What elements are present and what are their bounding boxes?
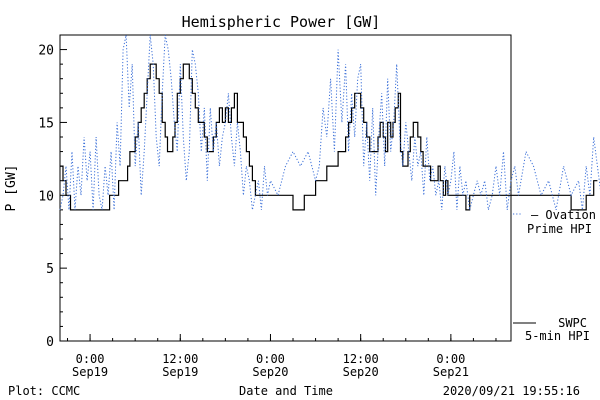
x-tick-date: Sep19 xyxy=(72,365,108,379)
legend-ovation-label-1: — Ovation xyxy=(531,208,596,222)
x-tick-date: Sep21 xyxy=(433,365,469,379)
x-tick-time: 12:00 xyxy=(343,352,379,366)
x-tick-date: Sep19 xyxy=(162,365,198,379)
y-tick-label: 10 xyxy=(38,189,54,204)
x-tick-date: Sep20 xyxy=(252,365,288,379)
x-tick-time: 12:00 xyxy=(162,352,198,366)
legend-swpc-label-1: SWPC xyxy=(558,316,587,330)
y-axis-ticks: 0 5 10 15 20 xyxy=(38,44,67,350)
x-axis-ticks: 0:00Sep1912:00Sep190:00Sep2012:00Sep200:… xyxy=(67,334,497,379)
plot-frame xyxy=(59,34,512,342)
x-tick-time: 0:00 xyxy=(436,352,465,366)
y-axis-label: P [GW] xyxy=(4,165,19,212)
x-tick-time: 0:00 xyxy=(256,352,285,366)
y-tick-label: 20 xyxy=(38,44,54,59)
ovation-prime-hpi-line xyxy=(59,34,600,211)
chart-title: Hemispheric Power [GW] xyxy=(182,13,381,31)
footer-plot-credit: Plot: CCMC xyxy=(8,384,80,398)
legend-ovation-label-2: Prime HPI xyxy=(527,222,592,236)
footer-timestamp: 2020/09/21 19:55:16 xyxy=(443,384,580,398)
y-tick-label: 15 xyxy=(38,116,54,131)
series-layer xyxy=(59,34,600,211)
x-tick-time: 0:00 xyxy=(76,352,105,366)
x-tick-date: Sep20 xyxy=(343,365,379,379)
legend-swpc-label-2: 5-min HPI xyxy=(525,329,590,343)
y-tick-label: 0 xyxy=(46,335,54,350)
x-axis-label: Date and Time xyxy=(239,384,333,398)
swpc-hpi-line xyxy=(60,63,598,211)
y-tick-label: 5 xyxy=(46,262,54,277)
